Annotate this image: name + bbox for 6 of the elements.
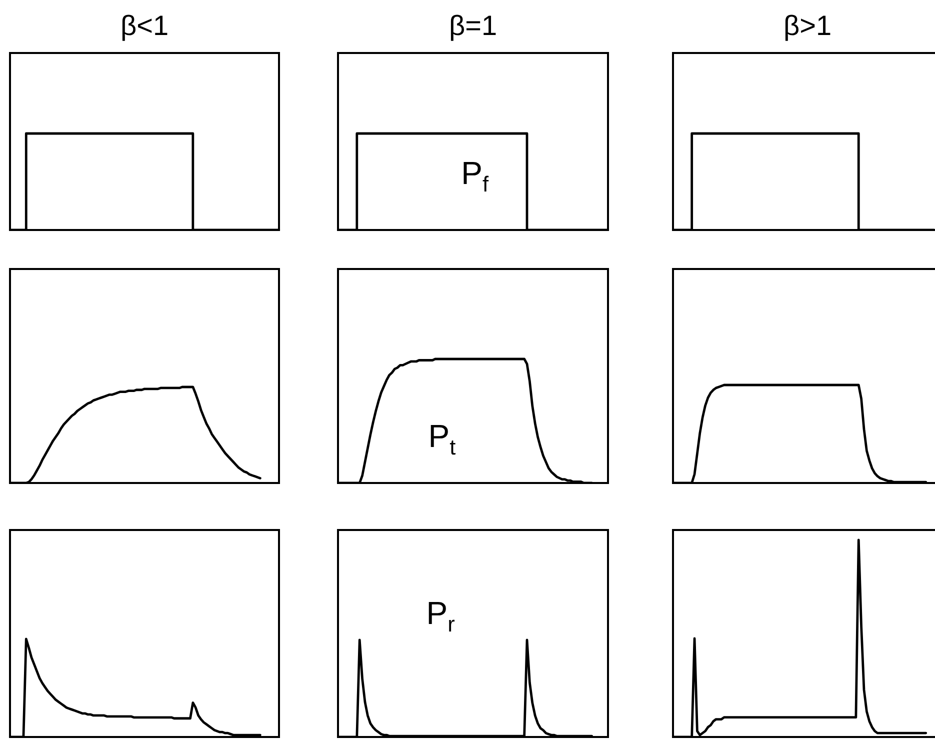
annotation: P$_{f}$	[461, 155, 489, 197]
chart-title: β<1	[120, 10, 169, 41]
text: P$_{r}$	[426, 594, 455, 636]
chart-title: β>1	[783, 10, 832, 41]
annotation: P$_{t}$	[428, 418, 456, 460]
chart-title: β=1	[448, 10, 498, 41]
